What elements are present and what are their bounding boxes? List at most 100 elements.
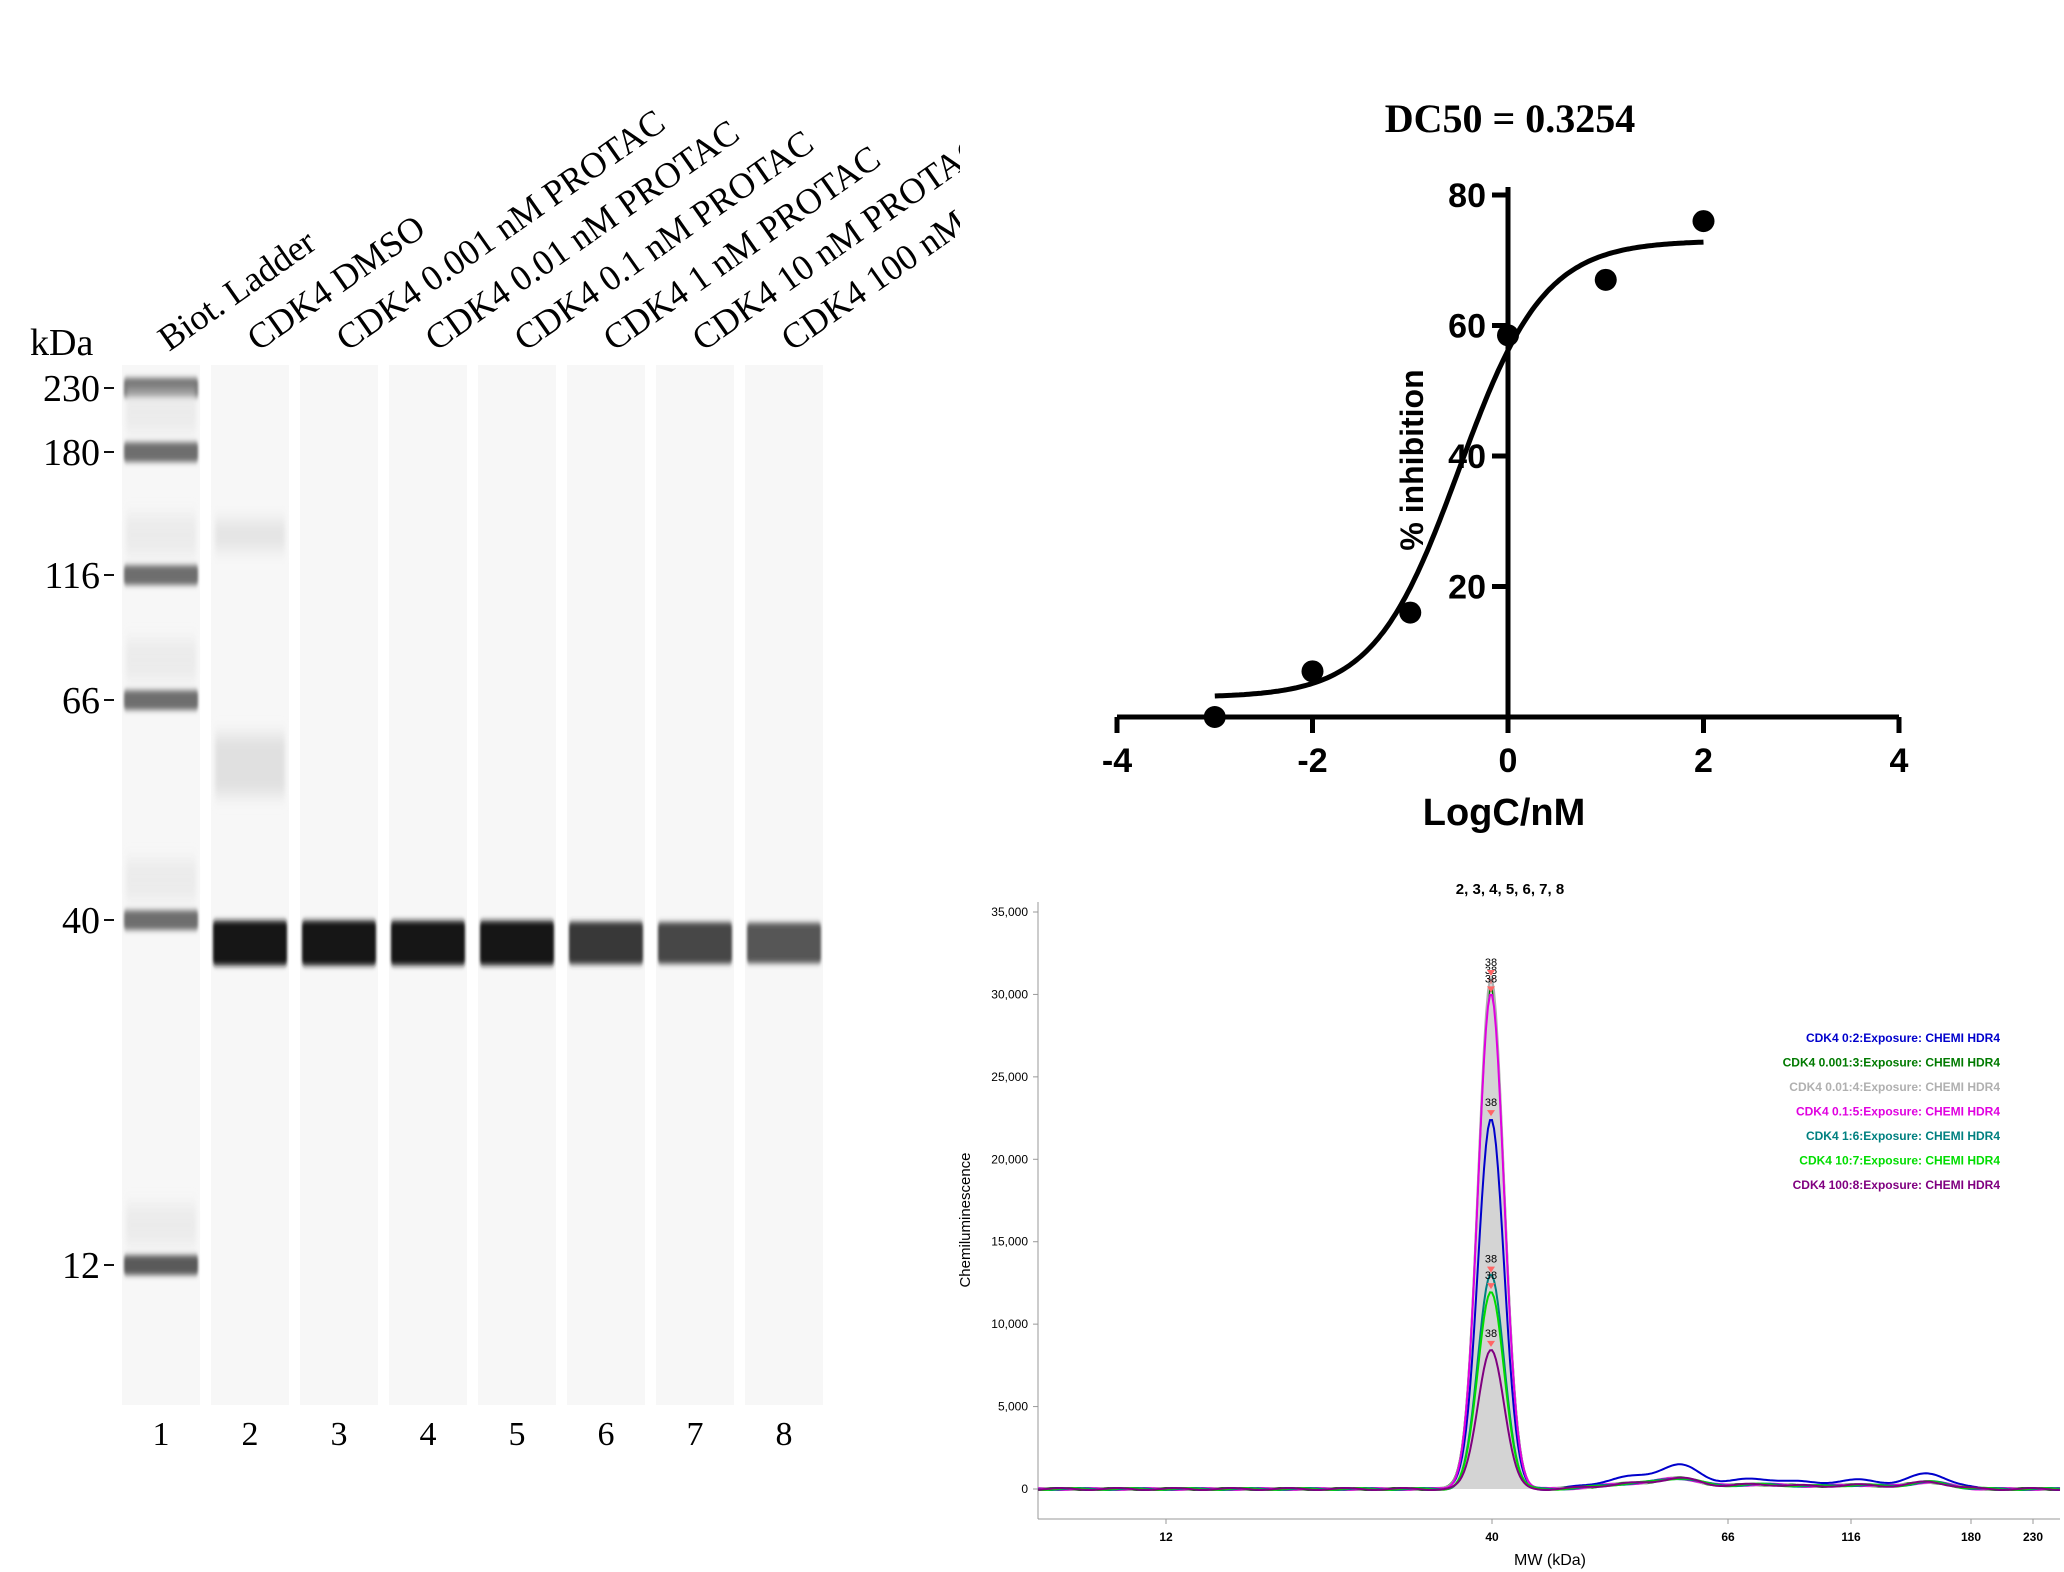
electro-peak-marker bbox=[1487, 1266, 1495, 1273]
electro-peak-marker bbox=[1487, 969, 1495, 976]
lane-number-1: 1 bbox=[153, 1416, 170, 1453]
ladder-band bbox=[124, 1255, 198, 1275]
electro-series-line bbox=[1037, 1273, 2061, 1491]
cdk4-band bbox=[569, 921, 643, 965]
electro-y-label: Chemiluminescence bbox=[957, 1152, 974, 1287]
dose-x-tick-label: -2 bbox=[1297, 742, 1327, 780]
marker-label-12: 12 bbox=[62, 1245, 100, 1287]
cdk4-band bbox=[391, 920, 465, 966]
cdk4-band bbox=[480, 920, 554, 966]
dose-chart-title: DC50 = 0.3254 bbox=[1385, 96, 1636, 141]
lane-number-3: 3 bbox=[331, 1416, 348, 1453]
cdk4-band bbox=[747, 922, 821, 964]
electro-peak-label: 38 bbox=[1485, 1328, 1497, 1340]
electro-legend-entry: CDK4 0.01:4:Exposure: CHEMI HDR4 bbox=[1789, 1080, 2000, 1094]
ladder-smear bbox=[126, 640, 196, 680]
cdk4-band bbox=[302, 920, 376, 966]
dose-point bbox=[1203, 706, 1226, 728]
dose-x-tick-label: 4 bbox=[1890, 742, 1909, 780]
electro-y-tick-label: 10,000 bbox=[991, 1317, 1028, 1331]
electro-x-tick-label: 230 bbox=[2023, 1530, 2043, 1544]
electro-peak-marker bbox=[1487, 986, 1495, 993]
electro-legend-entry: CDK4 0:2:Exposure: CHEMI HDR4 bbox=[1806, 1031, 2000, 1045]
electro-legend-entry: CDK4 10:7:Exposure: CHEMI HDR4 bbox=[1799, 1154, 2000, 1168]
dose-x-tick-label: 2 bbox=[1694, 742, 1713, 780]
electro-title: 2, 3, 4, 5, 6, 7, 8 bbox=[1456, 881, 1564, 898]
ladder-smear bbox=[126, 515, 196, 555]
electro-peak-marker bbox=[1487, 1283, 1495, 1290]
dose-y-tick-label: 80 bbox=[1448, 177, 1486, 215]
ladder-smear bbox=[126, 392, 196, 432]
dose-x-tick-label: -4 bbox=[1102, 742, 1132, 780]
electro-y-tick-label: 35,000 bbox=[991, 905, 1028, 919]
electro-y-tick-label: 5,000 bbox=[998, 1400, 1028, 1414]
gel-lane-8 bbox=[745, 365, 823, 1405]
kda-unit-label: kDa bbox=[30, 322, 93, 364]
lane-number-5: 5 bbox=[509, 1416, 526, 1453]
ladder-smear bbox=[126, 860, 196, 900]
dose-point bbox=[1301, 660, 1324, 683]
electro-x-tick-label: 12 bbox=[1159, 1530, 1173, 1544]
electro-series-line bbox=[1037, 1291, 2061, 1491]
electro-series-line bbox=[1037, 1349, 2061, 1491]
dose-point bbox=[1692, 210, 1715, 233]
gel-lane-5 bbox=[478, 365, 556, 1405]
gel-lane-7 bbox=[656, 365, 734, 1405]
electro-peak-label: 38 bbox=[1485, 1097, 1497, 1109]
electro-x-tick-label: 116 bbox=[1841, 1530, 1861, 1544]
electro-peak-label: 38 bbox=[1485, 973, 1497, 985]
gel-lane-3 bbox=[300, 365, 378, 1405]
faint-band bbox=[215, 735, 285, 795]
lane-number-8: 8 bbox=[776, 1416, 793, 1453]
dose-point bbox=[1594, 268, 1617, 291]
dose-y-tick-label: 20 bbox=[1448, 569, 1486, 607]
electro-x-tick-label: 40 bbox=[1485, 1530, 1499, 1544]
electro-x-label: MW (kDa) bbox=[1514, 1552, 1586, 1569]
cdk4-band bbox=[658, 922, 732, 964]
electro-y-tick-label: 30,000 bbox=[991, 987, 1028, 1001]
electro-series-line bbox=[1037, 1118, 2060, 1491]
ladder-band bbox=[124, 910, 198, 930]
dose-x-label: LogC/nM bbox=[1423, 792, 1586, 834]
dose-y-label: % inhibition bbox=[1394, 369, 1430, 550]
electro-peak-marker bbox=[1487, 1340, 1495, 1347]
faint-band bbox=[215, 520, 285, 550]
ladder-band bbox=[124, 565, 198, 585]
electro-peak-label: 38 bbox=[1485, 1254, 1497, 1266]
electro-peak-label: 38 bbox=[1485, 1270, 1497, 1282]
dose-y-tick-label: 60 bbox=[1448, 308, 1486, 346]
lane-number-4: 4 bbox=[420, 1416, 437, 1453]
electro-y-tick-label: 25,000 bbox=[991, 1070, 1028, 1084]
electro-legend-entry: CDK4 0.001:3:Exposure: CHEMI HDR4 bbox=[1783, 1056, 2001, 1070]
dose-fit-curve bbox=[1214, 239, 1704, 699]
electro-y-tick-label: 20,000 bbox=[991, 1152, 1028, 1166]
electro-y-tick-label: 0 bbox=[1021, 1482, 1028, 1496]
electro-x-tick-label: 66 bbox=[1721, 1530, 1735, 1544]
cdk4-band bbox=[213, 920, 287, 966]
marker-label-40: 40 bbox=[62, 900, 100, 942]
electropherogram-chart: 2, 3, 4, 5, 6, 7, 8 0 5,000 10,000 15,000 20… bbox=[957, 881, 2061, 1569]
dose-x-tick-label: 0 bbox=[1499, 742, 1518, 780]
marker-label-66: 66 bbox=[62, 680, 100, 722]
electro-legend-entry: CDK4 100:8:Exposure: CHEMI HDR4 bbox=[1793, 1178, 2001, 1192]
gel-lane-4 bbox=[389, 365, 467, 1405]
marker-label-116: 116 bbox=[44, 555, 100, 597]
lane-number-7: 7 bbox=[687, 1416, 704, 1453]
electro-peak-marker bbox=[1487, 1110, 1495, 1117]
dose-point bbox=[1399, 601, 1422, 624]
lane-number-6: 6 bbox=[598, 1416, 615, 1453]
electro-peak-label: 38 bbox=[1485, 957, 1497, 969]
electro-legend-entry: CDK4 0.1:5:Exposure: CHEMI HDR4 bbox=[1796, 1105, 2000, 1119]
gel-lane-6 bbox=[567, 365, 645, 1405]
ladder-smear bbox=[126, 1205, 196, 1245]
electro-x-tick-label: 180 bbox=[1961, 1530, 1981, 1544]
electro-legend-entry: CDK4 1:6:Exposure: CHEMI HDR4 bbox=[1806, 1129, 2000, 1143]
ladder-band bbox=[124, 442, 198, 462]
marker-label-230: 230 bbox=[43, 368, 100, 410]
lane-number-2: 2 bbox=[242, 1416, 259, 1453]
electro-y-tick-label: 15,000 bbox=[991, 1235, 1028, 1249]
marker-label-180: 180 bbox=[43, 432, 100, 474]
ladder-band bbox=[124, 690, 198, 710]
